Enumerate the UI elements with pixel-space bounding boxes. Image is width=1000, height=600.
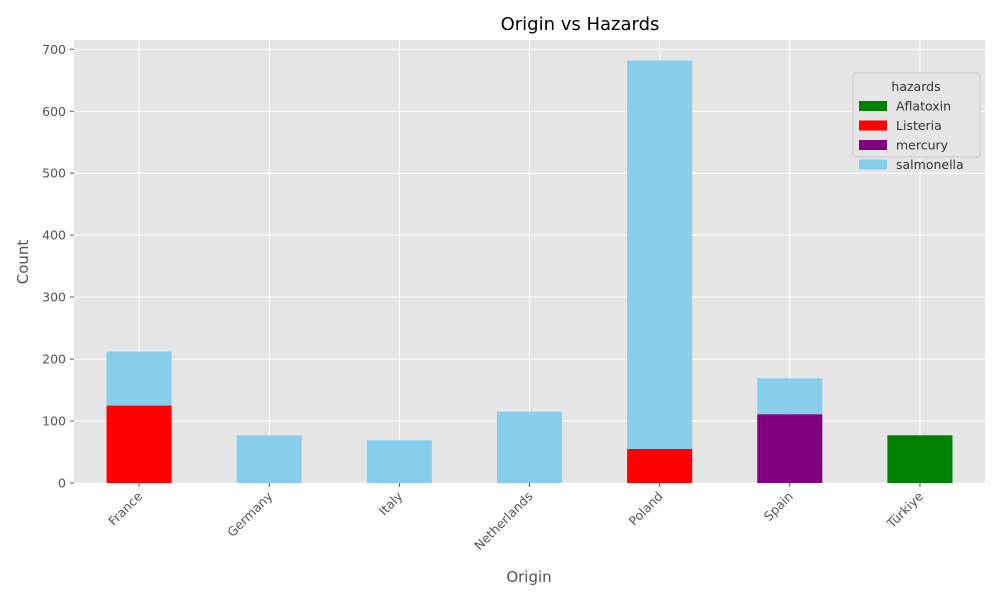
bar-segment xyxy=(106,351,172,406)
legend-swatch xyxy=(859,140,887,150)
gridlines xyxy=(74,40,985,484)
bar-segment xyxy=(366,440,432,483)
legend: hazards Aflatoxin Listeria mercury salmonel… xyxy=(852,72,981,172)
x-axis-label: Origin xyxy=(506,568,551,586)
legend-box xyxy=(852,72,981,158)
bar-segment xyxy=(757,414,823,483)
bars xyxy=(106,60,953,483)
y-tick-label: 400 xyxy=(42,228,66,243)
bar-segment xyxy=(627,60,693,449)
y-tick-label: 0 xyxy=(58,476,66,491)
chart-title: Origin vs Hazards xyxy=(501,14,660,35)
legend-title: hazards xyxy=(891,79,940,94)
legend-swatch xyxy=(859,159,887,170)
y-tick-label: 300 xyxy=(42,290,66,305)
bar-segment xyxy=(496,411,563,483)
bar-segment xyxy=(627,448,693,483)
legend-swatch xyxy=(859,120,887,131)
legend-swatch xyxy=(859,101,887,111)
legend-label: mercury xyxy=(896,138,949,153)
legend-label: Listeria xyxy=(896,118,942,133)
y-tick-label: 700 xyxy=(42,42,66,57)
y-tick-label: 200 xyxy=(42,352,66,367)
bar-segment xyxy=(757,378,823,415)
legend-label: Aflatoxin xyxy=(896,99,951,114)
y-axis-ticks: 0 100 200 300 400 500 600 700 xyxy=(42,42,74,491)
y-tick-label: 500 xyxy=(42,166,66,181)
legend-label: salmonella xyxy=(896,157,964,172)
legend-items: Aflatoxin Listeria mercury salmonella xyxy=(859,99,964,172)
bar-segment xyxy=(106,405,172,483)
bar-segment xyxy=(236,435,302,483)
bar-segment xyxy=(887,435,953,483)
y-tick-label: 100 xyxy=(42,414,66,429)
y-tick-label: 600 xyxy=(42,104,66,119)
y-axis-label: Count xyxy=(14,240,32,285)
